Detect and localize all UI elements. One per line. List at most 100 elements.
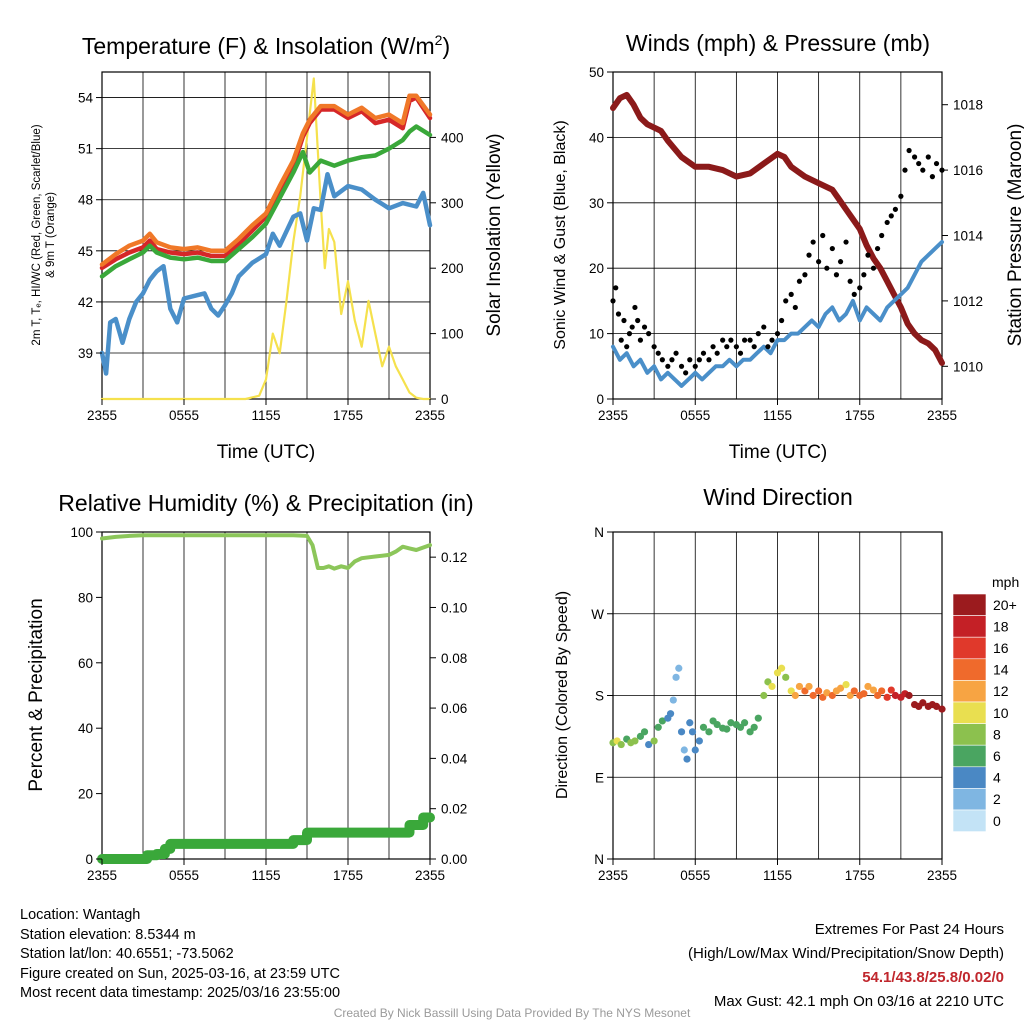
y2-tick-label: 100 (441, 327, 464, 342)
y-tick-label: 40 (78, 721, 93, 736)
credit-line: Created By Nick Bassill Using Data Provi… (333, 1006, 691, 1020)
gust-point (737, 350, 744, 356)
direction-point (695, 737, 703, 745)
y2-tick-label: 400 (441, 130, 464, 145)
gust-point (892, 206, 898, 212)
direction-point (883, 693, 891, 701)
direction-point (675, 664, 683, 672)
speed-legend-swatch (952, 615, 987, 638)
humidity-line (100, 533, 432, 571)
figure-created: Figure created on Sun, 2025-03-16, at 23… (20, 965, 340, 982)
insolation-line (100, 77, 432, 401)
station-latlon: Station lat/lon: 40.6551; -73.5062 (20, 946, 234, 962)
direction-point (686, 719, 694, 727)
y2-tick-label: 0.12 (441, 550, 467, 565)
direction-point (760, 691, 768, 700)
speed-legend-label: 10 (993, 705, 1009, 721)
y-tick-label: N (594, 852, 604, 867)
speed-legend-swatch (952, 701, 987, 724)
speed-legend-label: 20+ (993, 597, 1017, 613)
gust-point (696, 357, 702, 363)
direction-point (645, 740, 653, 749)
gust-point (655, 350, 661, 356)
x-tick-label: 1155 (251, 408, 280, 423)
speed-legend-label: 0 (993, 813, 1001, 829)
direction-point (677, 728, 686, 736)
direction-point (850, 687, 858, 695)
x-tick-label: 1755 (333, 408, 363, 423)
temperature-panel: 2355 0555 1155 1755 2355 39 42 45 48 51 54 0 100 200 3… (31, 32, 505, 463)
gust-point (621, 317, 627, 324)
gust-point (673, 350, 679, 356)
direction-point (815, 687, 823, 695)
gust-point (837, 259, 844, 265)
y2-tick-label: 0 (441, 392, 449, 407)
gust-point (637, 337, 644, 343)
y2-tick-label: 1018 (953, 98, 983, 113)
direction-point (699, 723, 708, 731)
gust-point (911, 154, 918, 160)
wind-series (611, 240, 944, 388)
temperature-xlabel: Time (UTC) (217, 442, 316, 463)
gust-point (806, 252, 812, 258)
direction-point (713, 720, 721, 729)
gust-point (720, 337, 726, 343)
speed-legend-swatch (952, 593, 987, 616)
gust-point (796, 278, 803, 284)
gust-point (728, 337, 734, 343)
temperature-line-3 (99, 171, 433, 376)
x-tick-label: 2355 (598, 868, 628, 883)
extremes-subtitle: (High/Low/Max Wind/Precipitation/Snow De… (688, 945, 1004, 962)
gust-point (635, 317, 641, 324)
direction-grid (613, 532, 942, 859)
speed-legend-label: 4 (993, 770, 1001, 786)
extremes-info: Extremes For Past 24 Hours (High/Low/Max… (688, 918, 1004, 1014)
direction-ylabel: Direction (Colored By Speed) (554, 591, 571, 799)
speed-legend-swatch (952, 680, 987, 703)
gust-point (788, 291, 794, 297)
direction-title: Wind Direction (703, 484, 853, 510)
y-tick-label: 40 (589, 130, 604, 145)
temperature-line-2 (99, 124, 433, 279)
direction-point (672, 673, 680, 681)
y2-tick-label: 0.10 (441, 600, 467, 615)
station-info: Location: Wantagh Station elevation: 8.5… (20, 906, 340, 1004)
y-tick-label: 54 (78, 91, 94, 106)
direction-point (869, 686, 878, 694)
y-tick-label: 20 (78, 787, 93, 802)
gust-point (714, 350, 720, 356)
speed-legend: mph 20+ 18 16 14 12 10 8 6 4 2 0 (952, 574, 1019, 832)
direction-point (836, 684, 845, 692)
direction-point (666, 710, 675, 718)
x-tick-label: 0555 (680, 868, 710, 883)
direction-point (919, 699, 927, 707)
gust-point (624, 344, 630, 350)
humidity-ylabel: Percent & Precipitation (26, 598, 47, 791)
y-tick-label: 48 (78, 193, 93, 208)
station-location: Location: Wantagh (20, 907, 141, 923)
speed-legend-swatch (952, 658, 987, 681)
extremes-title: Extremes For Past 24 Hours (814, 921, 1004, 938)
temperature-ticks: 2355 0555 1155 1755 2355 39 42 45 48 51 54 0 100 200 3… (78, 91, 464, 423)
direction-point (683, 755, 691, 763)
y2-tick-label: 1016 (953, 163, 983, 178)
speed-legend-swatch (952, 744, 987, 768)
direction-point (658, 717, 666, 725)
gust-point (916, 160, 922, 167)
y2-tick-label: 0.02 (441, 802, 467, 817)
gust-point (747, 337, 753, 343)
direction-point (878, 687, 886, 695)
temperature-series (99, 93, 433, 376)
gust-point (829, 245, 835, 252)
y-tick-label: 42 (78, 295, 93, 310)
wind-speed-line (611, 240, 944, 388)
direction-point (782, 673, 790, 681)
x-tick-label: 1755 (333, 868, 363, 883)
gust-point (687, 357, 693, 363)
gust-point (792, 304, 798, 311)
extremes-values: 54.1/43.8/25.8/0.02/0 (862, 969, 1004, 986)
gust-point (659, 357, 665, 363)
wind-grid (613, 72, 942, 399)
direction-point (795, 682, 804, 691)
